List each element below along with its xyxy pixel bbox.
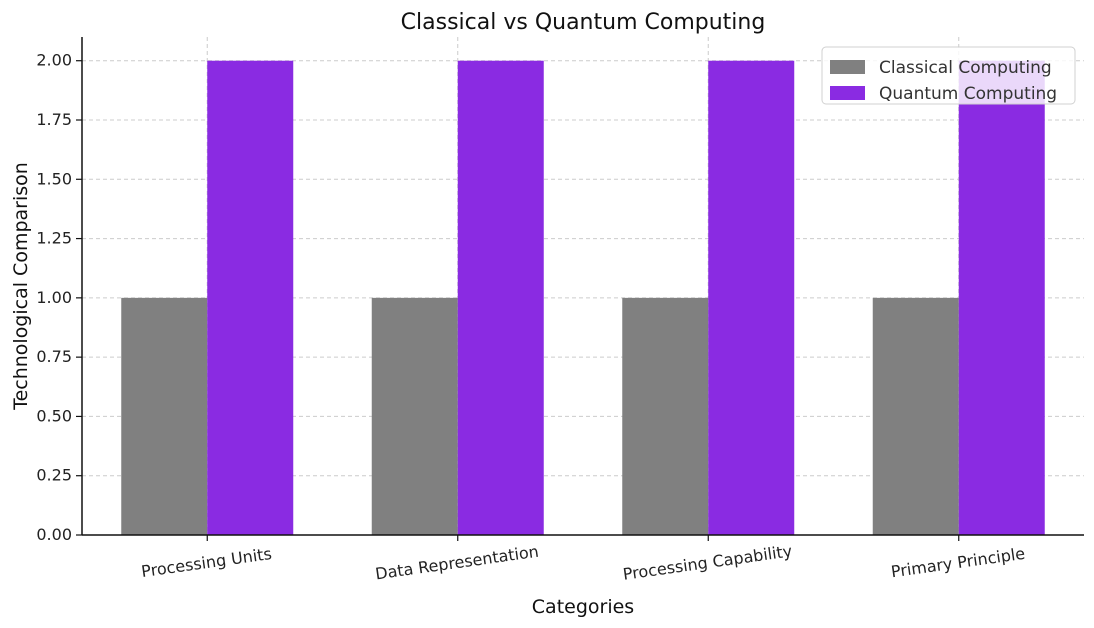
x-tick-label: Primary Principle (890, 544, 1026, 582)
legend: Classical Computing Quantum Computing (821, 46, 1076, 105)
classical-legend-label: Classical Computing (879, 58, 1052, 78)
classical-bar-1 (121, 297, 208, 535)
y-axis-label: Technological Comparison (10, 162, 32, 411)
y-tick-label: 1.00 (36, 288, 72, 307)
chart-title: Classical vs Quantum Computing (401, 10, 766, 35)
quantum-bar-1 (207, 60, 294, 535)
x-tick-label: Processing Units (140, 544, 273, 581)
x-tick-label: Data Representation (374, 542, 540, 584)
quantum-bar-2 (457, 60, 544, 535)
classical-bar-4 (872, 297, 959, 535)
x-axis-label: Categories (532, 596, 634, 618)
legend-box (821, 46, 1076, 105)
bars (121, 60, 1045, 535)
quantum-bar-3 (708, 60, 795, 535)
quantum-legend-swatch (830, 86, 865, 100)
classical-bar-2 (371, 297, 458, 535)
y-tick-label: 0.00 (36, 525, 72, 544)
quantum-legend-label: Quantum Computing (879, 84, 1057, 104)
y-tick-label: 1.25 (36, 229, 72, 248)
y-tick-label: 1.75 (36, 110, 72, 129)
y-tick-label: 0.75 (36, 347, 72, 366)
axes (76, 37, 1084, 541)
classical-bar-3 (622, 297, 709, 535)
quantum-bar-4 (958, 60, 1045, 535)
y-tick-label: 1.50 (36, 169, 72, 188)
x-tick-label: Processing Capability (622, 541, 794, 584)
y-tick-label: 0.50 (36, 406, 72, 425)
y-tick-label: 0.25 (36, 466, 72, 485)
y-tick-label: 2.00 (36, 51, 72, 70)
classical-legend-swatch (830, 60, 865, 74)
